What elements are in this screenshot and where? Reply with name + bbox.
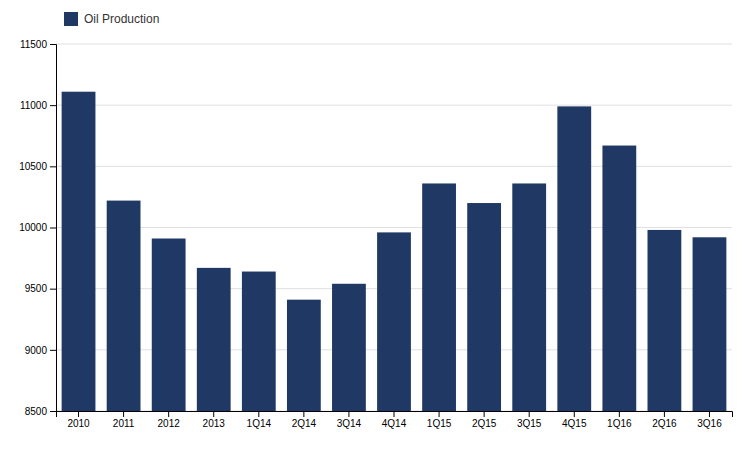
bar [62, 92, 96, 411]
bar [242, 272, 276, 411]
y-tick-label: 9500 [25, 283, 48, 294]
x-tick-label: 1Q14 [247, 418, 272, 429]
x-tick: 1Q16 [607, 411, 632, 429]
bar [512, 183, 546, 411]
x-tick-mark [664, 411, 665, 417]
y-axis: 8500 9000 9500 10000 10500 11000 11500 [19, 39, 56, 417]
x-tick-mark [574, 411, 575, 417]
x-tick: 2010 [67, 411, 90, 429]
x-tick: 2012 [158, 411, 181, 429]
x-tick-label: 1Q15 [427, 418, 452, 429]
y-tick: 10500 [19, 161, 56, 172]
bar [422, 183, 456, 411]
bar [332, 284, 366, 411]
bar [693, 237, 727, 411]
bar [107, 201, 141, 411]
x-tick: 3Q16 [697, 411, 722, 429]
bar [602, 146, 636, 411]
bar [152, 239, 186, 411]
x-tick-label: 4Q14 [382, 418, 407, 429]
bar [648, 230, 682, 411]
bar [197, 268, 231, 411]
x-tick: 2Q16 [652, 411, 677, 429]
bar [557, 106, 591, 411]
grid-line [56, 105, 732, 106]
x-tick-label: 2011 [113, 418, 135, 429]
y-tick-mark [50, 350, 56, 351]
y-tick-mark [50, 105, 56, 106]
x-tick: 3Q15 [517, 411, 542, 429]
legend-label: Oil Production [84, 12, 159, 26]
x-tick-mark [213, 411, 214, 417]
x-tick-mark [78, 411, 79, 417]
y-tick-mark [50, 228, 56, 229]
x-tick-mark [709, 411, 710, 417]
x-tick: 4Q14 [382, 411, 407, 429]
x-tick-mark [439, 411, 440, 417]
y-tick: 9500 [25, 283, 56, 294]
legend-item: Oil Production [64, 12, 159, 26]
y-tick-label: 10500 [19, 161, 47, 172]
x-tick-label: 2Q15 [472, 418, 497, 429]
y-tick-mark [50, 289, 56, 290]
grid-line [56, 44, 732, 45]
y-tick: 11500 [20, 39, 56, 50]
y-tick-label: 9000 [25, 345, 48, 356]
chart: 8500 9000 9500 10000 10500 11000 11500 2010 2011… [0, 0, 752, 451]
x-tick-label: 2012 [158, 418, 181, 429]
x-tick-label: 4Q15 [562, 418, 587, 429]
x-tick: 2011 [113, 411, 135, 429]
x-tick: 4Q15 [562, 411, 587, 429]
x-tick-mark [168, 411, 169, 417]
x-tick-label: 1Q16 [607, 418, 632, 429]
y-tick-label: 11500 [20, 39, 48, 50]
x-tick-mark [303, 411, 304, 417]
x-tick-mark [484, 411, 485, 417]
y-tick: 9000 [25, 345, 56, 356]
bar [467, 203, 501, 411]
y-tick-label: 10000 [19, 222, 47, 233]
bars [62, 92, 727, 411]
x-tick: 1Q14 [247, 411, 272, 429]
x-tick-mark [123, 411, 124, 417]
plot: 8500 9000 9500 10000 10500 11000 11500 2010 2011… [19, 39, 732, 429]
legend: Oil Production [64, 12, 159, 26]
x-tick-mark [619, 411, 620, 417]
x-tick: 3Q14 [337, 411, 362, 429]
x-tick: 2013 [203, 411, 226, 429]
x-tick-label: 3Q15 [517, 418, 542, 429]
x-tick: 1Q15 [427, 411, 452, 429]
x-tick-label: 3Q14 [337, 418, 362, 429]
grid [56, 44, 732, 411]
x-axis: 2010 2011 2012 2013 1Q14 2Q14 3Q14 4Q14 1Q15 2Q15… [57, 411, 733, 429]
y-tick-mark [50, 411, 56, 412]
y-tick: 10000 [19, 222, 56, 233]
y-tick-label: 8500 [25, 406, 48, 417]
bar [287, 300, 321, 411]
y-tick: 8500 [25, 406, 56, 417]
y-tick: 11000 [20, 100, 56, 111]
y-tick-mark [50, 166, 56, 167]
legend-swatch [64, 12, 78, 26]
x-tick-mark [258, 411, 259, 417]
x-tick-label: 2Q16 [652, 418, 677, 429]
x-tick: 2Q15 [472, 411, 497, 429]
x-tick-label: 2013 [203, 418, 226, 429]
x-tick-mark [394, 411, 395, 417]
x-axis-line [57, 412, 733, 418]
x-tick-mark [529, 411, 530, 417]
x-tick: 2Q14 [292, 411, 317, 429]
y-tick-label: 11000 [20, 100, 48, 111]
x-tick-label: 3Q16 [697, 418, 722, 429]
x-tick-mark [348, 411, 349, 417]
bar [377, 232, 411, 411]
x-tick-label: 2Q14 [292, 418, 317, 429]
y-tick-mark [50, 44, 56, 45]
x-tick-label: 2010 [67, 418, 90, 429]
y-axis-line [50, 45, 57, 412]
